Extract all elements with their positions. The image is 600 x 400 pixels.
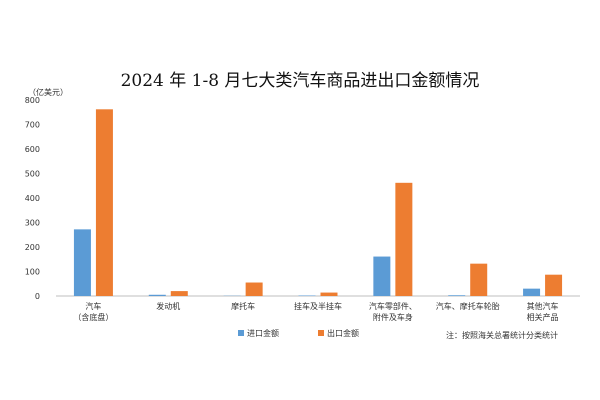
x-category-label: 挂车及半挂车 <box>294 301 342 311</box>
legend-label-export: 出口金额 <box>327 328 359 338</box>
bar-import <box>523 288 541 296</box>
legend-label-import: 进口金额 <box>247 328 279 338</box>
legend: 进口金额 出口金额 <box>238 328 359 338</box>
x-category-label: （含底盘） <box>73 312 113 322</box>
y-axis-ticks: 0 100 200 300 400 500 600 700 800 <box>25 96 40 301</box>
bar-export <box>395 182 413 296</box>
bar-export <box>95 109 113 296</box>
x-category-label: 汽车零部件、 <box>369 301 417 311</box>
legend-swatch-import <box>238 330 244 336</box>
x-category-label: 汽车 <box>85 301 101 311</box>
y-tick-label: 800 <box>25 96 40 105</box>
x-category-label: 相关产品 <box>527 312 559 322</box>
y-tick-label: 0 <box>35 292 40 301</box>
y-tick-label: 300 <box>25 219 40 228</box>
bar-export <box>470 263 488 296</box>
bar-import <box>373 256 391 296</box>
category-labels: 汽车（含底盘） 发动机 摩托车 挂车及半挂车 汽车零部件、附件及车身 汽车、摩托车轮胎 其他… <box>73 301 558 322</box>
bar-export <box>545 274 563 296</box>
x-category-label: 发动机 <box>156 301 180 311</box>
x-category-label: 摩托车 <box>231 301 255 311</box>
legend-swatch-export <box>318 330 324 336</box>
source-note: 注：按照海关总署统计分类统计 <box>446 331 558 340</box>
y-tick-label: 100 <box>25 268 40 277</box>
x-category-label: 附件及车身 <box>373 312 413 322</box>
y-tick-label: 700 <box>25 121 40 130</box>
bar-export <box>320 292 338 296</box>
bar-export <box>245 282 263 296</box>
y-tick-label: 200 <box>25 243 40 252</box>
y-tick-label: 400 <box>25 194 40 203</box>
y-unit-label: （亿美元） <box>28 87 68 97</box>
y-tick-label: 600 <box>25 145 40 154</box>
bar-export <box>170 291 188 296</box>
bar-import <box>448 295 466 296</box>
bar-import <box>73 229 91 296</box>
y-tick-label: 500 <box>25 170 40 179</box>
x-category-label: 汽车、摩托车轮胎 <box>436 301 500 311</box>
bar-import <box>148 294 166 296</box>
chart-title: 2024 年 1-8 月七大类汽车商品进出口金额情况 <box>120 71 480 91</box>
bars <box>73 109 563 296</box>
x-category-label: 其他汽车 <box>527 301 559 311</box>
